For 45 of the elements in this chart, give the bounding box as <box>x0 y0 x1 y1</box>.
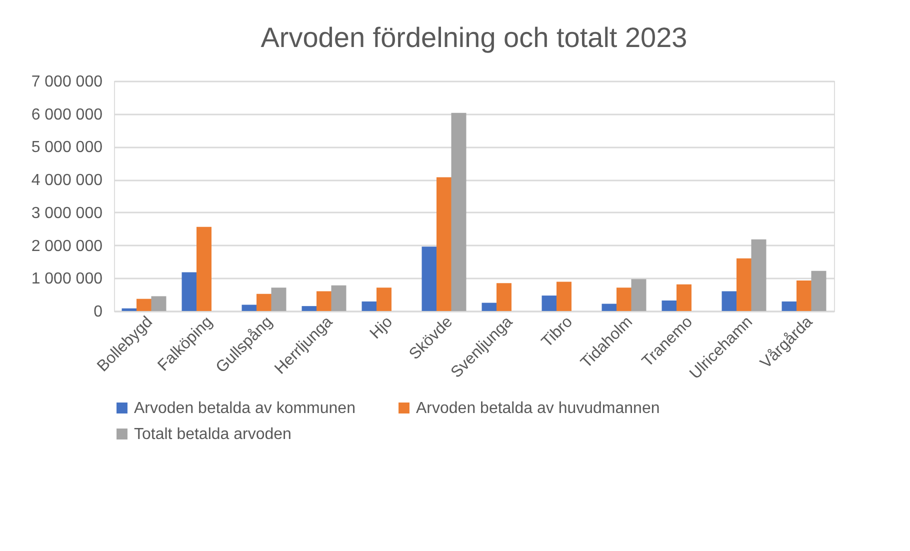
bar <box>316 291 332 311</box>
y-tick-label: 5 000 000 <box>31 139 103 156</box>
legend-label: Arvoden betalda av kommunen <box>134 400 356 417</box>
y-tick-label: 4 000 000 <box>31 172 103 190</box>
bar <box>722 291 737 311</box>
y-tick-label: 3 000 000 <box>31 204 103 222</box>
bar <box>256 294 272 311</box>
bar <box>496 283 512 311</box>
y-tick-label: 1 000 000 <box>31 270 103 288</box>
bar <box>482 302 497 311</box>
bar <box>616 288 632 311</box>
chart-title: Arvoden fördelning och totalt 2023 <box>260 22 688 53</box>
x-tick-label: Tibro <box>538 313 576 351</box>
bar <box>362 301 377 311</box>
bar <box>662 300 677 311</box>
bar <box>196 226 212 311</box>
bar <box>182 272 197 311</box>
bar <box>436 177 452 311</box>
bar <box>122 308 137 311</box>
bar <box>556 282 572 311</box>
bar <box>331 285 346 311</box>
bar <box>542 296 557 311</box>
bar <box>796 280 812 311</box>
legend-label: Totalt betalda arvoden <box>134 426 292 443</box>
bar <box>811 270 826 311</box>
bar <box>751 239 766 311</box>
bar <box>242 304 257 311</box>
bar <box>451 112 466 311</box>
bar <box>631 279 646 311</box>
bar <box>151 296 166 311</box>
bar <box>602 304 617 311</box>
y-tick-label: 7 000 000 <box>31 74 103 90</box>
bar <box>676 284 692 311</box>
bar <box>736 258 752 311</box>
bar <box>136 298 152 311</box>
legend-label: Arvoden betalda av huvudmannen <box>416 400 660 417</box>
bar <box>271 288 286 311</box>
bar <box>422 246 437 311</box>
y-tick-label: 0 <box>94 304 103 320</box>
y-tick-label: 2 000 000 <box>31 238 103 255</box>
bar <box>782 301 797 311</box>
y-tick-label: 6 000 000 <box>31 106 103 124</box>
bar <box>376 288 392 311</box>
bar <box>302 306 317 311</box>
x-tick-label: Hjo <box>367 313 396 342</box>
